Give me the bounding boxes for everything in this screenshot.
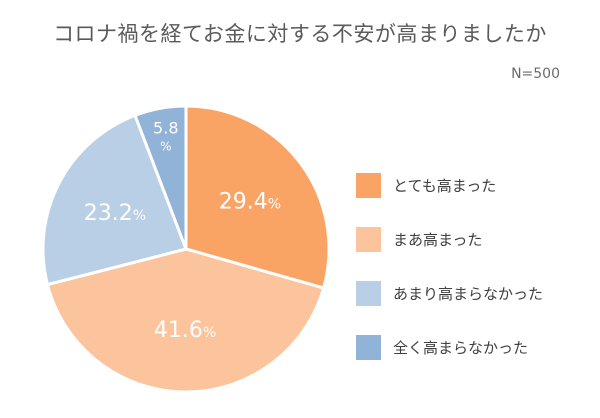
chart-title: コロナ禍を経てお金に対する不安が高まりましたか — [53, 22, 547, 46]
slice-label-not-at-all-increased: 5.8% — [153, 118, 178, 153]
slice-label-somewhat-increased: 41.6% — [154, 318, 216, 343]
legend-item-very-increased: とても高まった — [356, 172, 543, 198]
slice-label-very-increased: 29.4% — [219, 190, 281, 215]
legend-item-somewhat-increased: まあ高まった — [356, 226, 543, 252]
legend-item-not-at-all-increased: 全く高まらなかった — [356, 334, 543, 360]
legend-swatch — [356, 226, 381, 252]
legend-swatch — [356, 172, 381, 198]
sample-size: N=500 — [511, 66, 560, 82]
pie-slice-not-at-all-increased — [133, 104, 188, 250]
legend-label: とても高まった — [393, 176, 497, 195]
legend-label: まあ高まった — [393, 230, 483, 249]
legend-label: 全く高まらなかった — [393, 338, 529, 357]
pie-slice-very-increased — [184, 104, 331, 290]
legend: とても高まった まあ高まった あまり高まらなかった 全く高まらなかった — [356, 172, 543, 388]
pie-slice-somewhat-increased — [45, 247, 326, 394]
legend-label: あまり高まらなかった — [393, 284, 544, 303]
legend-item-not-much-increased: あまり高まらなかった — [356, 280, 543, 306]
legend-swatch — [356, 280, 381, 306]
legend-swatch — [356, 334, 381, 360]
slice-label-not-much-increased: 23.2% — [84, 201, 146, 226]
